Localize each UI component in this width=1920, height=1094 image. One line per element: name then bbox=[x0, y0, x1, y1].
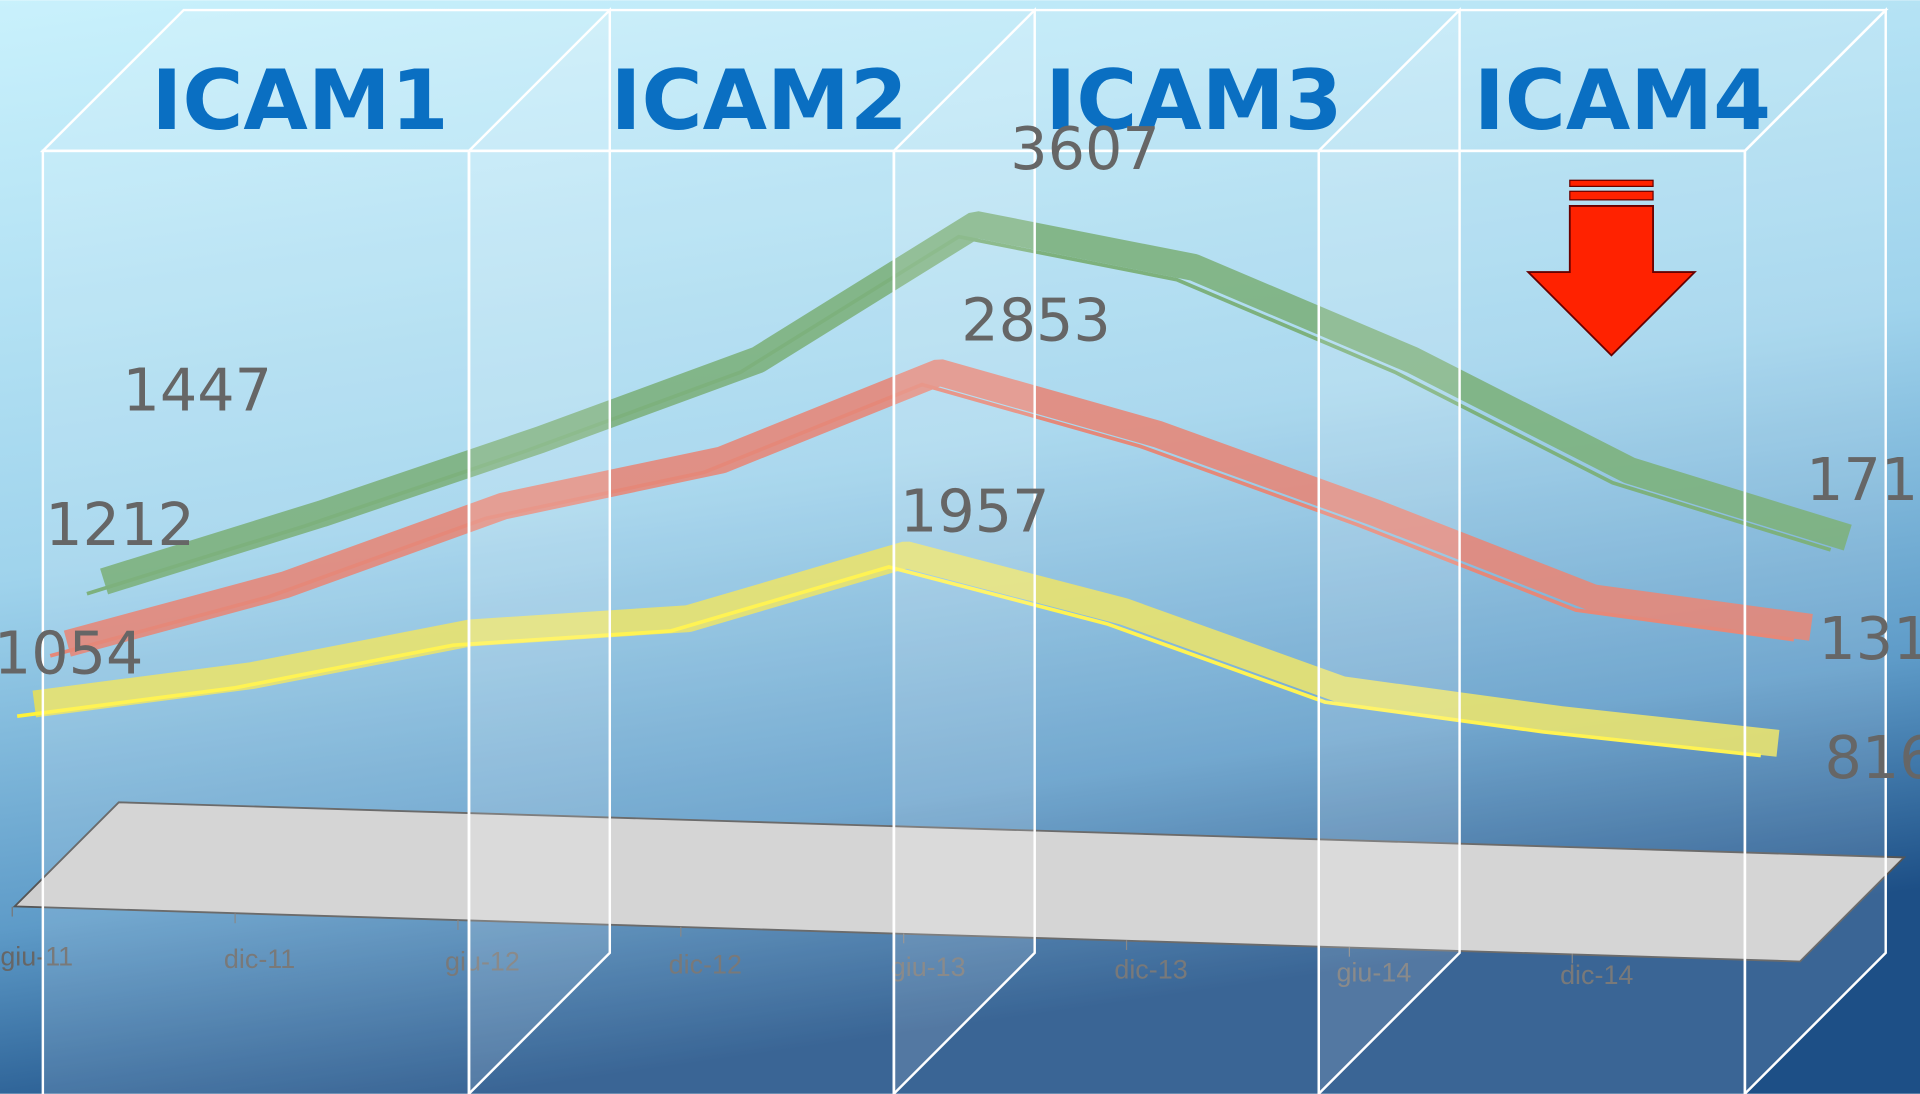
labels: ICAM1 ICAM2 ICAM3 ICAM4 1054 1957 816 1212 2853 1… bbox=[0, 52, 1920, 792]
series-edge bbox=[86, 234, 1832, 596]
data-label: 816 bbox=[1824, 723, 1920, 792]
data-label: 1212 bbox=[45, 490, 195, 559]
data-label: 1447 bbox=[122, 355, 272, 424]
down-arrow bbox=[1525, 179, 1697, 357]
x-tick-label: giu-13 bbox=[891, 952, 966, 982]
x-tick-label: dic-14 bbox=[1560, 960, 1633, 990]
series-edge bbox=[49, 382, 1795, 658]
x-tick-label: giu-14 bbox=[1336, 957, 1411, 987]
plot-area: giu-11 dic-11 giu-12 dic-12 giu-13 dic-13 giu-… bbox=[0, 211, 1852, 990]
panel-title: ICAM2 bbox=[611, 52, 908, 149]
data-label: 1054 bbox=[0, 619, 143, 688]
series-ribbon bbox=[32, 541, 1780, 757]
panel-title: ICAM4 bbox=[1474, 52, 1771, 149]
series-ribbon bbox=[100, 211, 1852, 595]
series-edge bbox=[16, 565, 1762, 758]
panel-title: ICAM1 bbox=[151, 52, 448, 149]
panels bbox=[39, 7, 1889, 1094]
x-tick-label: giu-11 bbox=[0, 941, 73, 971]
data-label: 2853 bbox=[961, 286, 1111, 355]
panel-title: ICAM3 bbox=[1045, 52, 1342, 149]
data-label: 1957 bbox=[900, 477, 1050, 546]
x-tick-label: dic-13 bbox=[1114, 955, 1187, 985]
data-label: 1712 bbox=[1806, 445, 1920, 514]
floor bbox=[12, 801, 1907, 963]
x-tick-label: giu-12 bbox=[445, 947, 520, 977]
x-tick-label: dic-12 bbox=[669, 949, 742, 979]
series-ribbon bbox=[63, 359, 1813, 657]
data-label: 1310 bbox=[1818, 604, 1920, 673]
x-tick-label: dic-11 bbox=[224, 944, 295, 974]
data-label: 3607 bbox=[1010, 114, 1160, 183]
